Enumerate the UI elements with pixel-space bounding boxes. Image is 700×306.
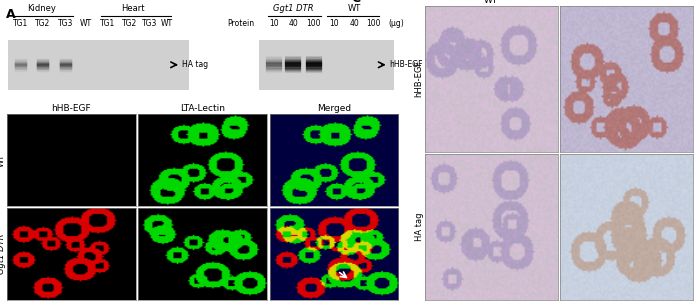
- Y-axis label: Ggt1 DTR: Ggt1 DTR: [0, 233, 6, 274]
- Text: WT: WT: [348, 5, 361, 13]
- Text: TG3: TG3: [142, 19, 158, 28]
- Text: WT: WT: [80, 19, 92, 28]
- Text: (μg): (μg): [389, 19, 405, 28]
- Text: 100: 100: [307, 19, 321, 28]
- Y-axis label: hHB-EGF: hHB-EGF: [414, 60, 424, 97]
- Text: WT: WT: [161, 19, 174, 28]
- Text: 10: 10: [329, 19, 339, 28]
- Text: 40: 40: [349, 19, 359, 28]
- Text: TG2: TG2: [35, 19, 50, 28]
- Text: C: C: [351, 0, 360, 5]
- Text: HA tag: HA tag: [182, 60, 209, 69]
- Title: WT: WT: [484, 0, 498, 5]
- Text: TG1: TG1: [13, 19, 29, 28]
- Title: hHB-EGF: hHB-EGF: [52, 104, 91, 113]
- Title: LTA-Lectin: LTA-Lectin: [180, 104, 225, 113]
- Text: Ggt1 DTR: Ggt1 DTR: [273, 5, 314, 13]
- Text: A: A: [6, 8, 15, 21]
- Text: Kidney: Kidney: [27, 5, 56, 13]
- Text: 10: 10: [270, 19, 279, 28]
- Y-axis label: WT: WT: [0, 153, 6, 166]
- Text: TG2: TG2: [122, 19, 137, 28]
- Text: TG1: TG1: [100, 19, 116, 28]
- Y-axis label: HA tag: HA tag: [414, 213, 424, 241]
- Text: hHB-EGF: hHB-EGF: [390, 60, 424, 69]
- Title: Merged: Merged: [317, 104, 351, 113]
- FancyBboxPatch shape: [8, 40, 189, 90]
- Text: Protein: Protein: [228, 19, 255, 28]
- Text: 40: 40: [288, 19, 298, 28]
- Text: 100: 100: [366, 19, 381, 28]
- Text: Heart: Heart: [121, 5, 145, 13]
- FancyBboxPatch shape: [259, 40, 394, 90]
- Text: TG3: TG3: [57, 19, 73, 28]
